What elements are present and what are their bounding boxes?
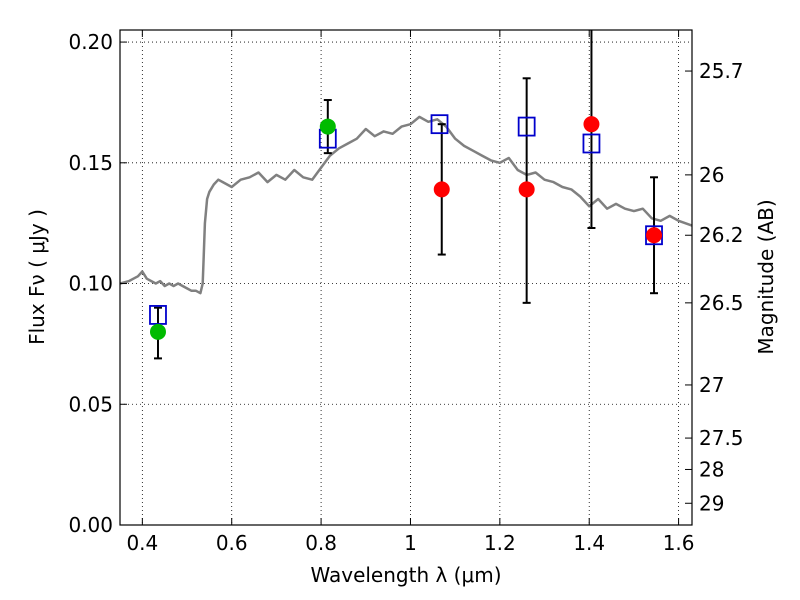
y-axis-title: Flux Fν ( μJy ): [25, 209, 49, 345]
right-tick-label: 26: [699, 163, 724, 187]
x-tick-label: 1: [404, 531, 417, 555]
model-square: [582, 133, 601, 154]
y-tick-label: 0.00: [68, 513, 113, 537]
right-tick-label: 26.5: [699, 291, 744, 315]
plot-frame: [119, 29, 693, 526]
x-tick-label: 0.4: [126, 531, 158, 555]
y-right-axis-title: Magnitude (AB): [754, 199, 778, 354]
y-tick-label: 0.20: [68, 30, 113, 54]
data-point: [433, 181, 450, 198]
detection-point-layer: [149, 116, 663, 340]
model-square: [430, 114, 449, 135]
data-point: [149, 323, 166, 340]
model-square: [517, 116, 536, 137]
y-tick-label: 0.15: [68, 151, 113, 175]
data-point: [583, 116, 600, 133]
x-axis-title: Wavelength λ (μm): [310, 563, 501, 587]
x-tick-label: 1.4: [573, 531, 605, 555]
x-tick-label: 1.2: [484, 531, 516, 555]
data-point: [518, 181, 535, 198]
spectrum-layer: [120, 115, 692, 295]
spectrum-line: [120, 115, 692, 295]
x-tick-label: 0.8: [305, 531, 337, 555]
right-tick-label: 29: [699, 491, 724, 515]
right-tick-label: 27: [699, 373, 724, 397]
data-point: [319, 118, 336, 135]
data-point: [646, 227, 663, 244]
right-tick-label: 28: [699, 457, 724, 481]
x-tick-label: 1.6: [663, 531, 695, 555]
axis-ticks: 0.4 0.6 0.8 1 1.2 1.4 1.6 0.00 0.05 0.10 0.15 0.20 2…: [68, 30, 744, 555]
x-tick-label: 0.6: [216, 531, 248, 555]
right-tick-label: 26.2: [699, 223, 744, 247]
y-tick-label: 0.10: [68, 272, 113, 296]
right-tick-label: 25.7: [699, 59, 744, 83]
right-tick-label: 27.5: [699, 426, 744, 450]
y-tick-label: 0.05: [68, 392, 113, 416]
